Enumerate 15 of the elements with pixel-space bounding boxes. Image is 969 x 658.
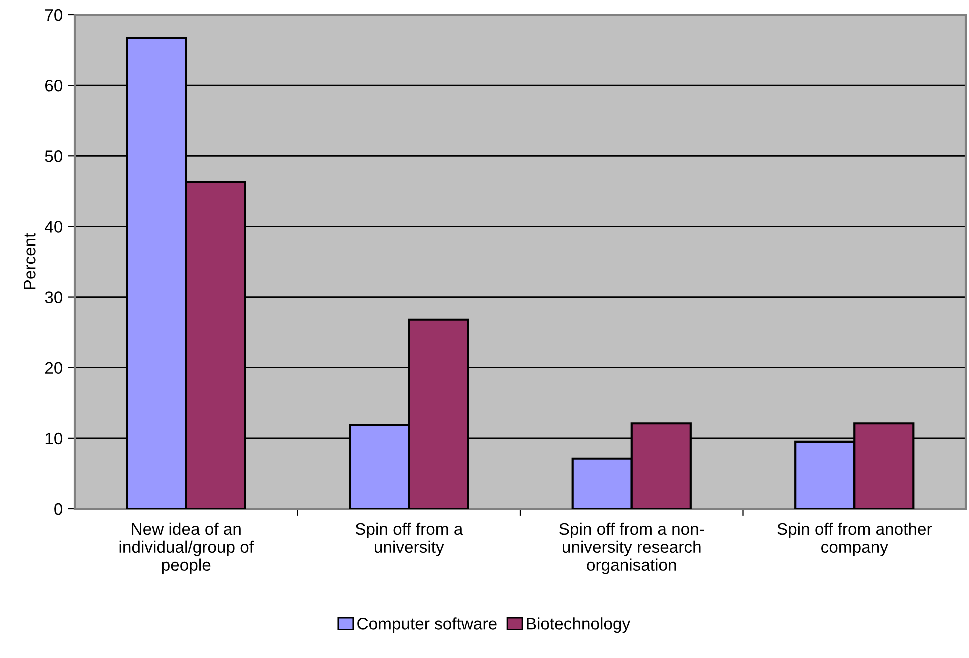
legend-label: Biotechnology (527, 618, 631, 634)
y-tick-label: 50 (45, 150, 63, 162)
x-tick-label: New idea of an individual/group of people (120, 522, 254, 574)
y-tick-label: 0 (54, 503, 63, 516)
y-tick-label: 70 (46, 9, 63, 22)
y-tick-label: 20 (45, 362, 63, 374)
legend-label: Computer software (358, 618, 497, 634)
y-tick-label: 10 (46, 432, 63, 445)
x-tick-label: Spin off from a university (356, 522, 464, 556)
y-tick-label: 30 (45, 292, 63, 304)
x-tick-label: Spin off from another company (778, 522, 932, 556)
x-tick-label: Spin off from a non- university research organisation (560, 522, 704, 574)
y-tick-label: 40 (45, 221, 63, 233)
y-axis-title: Percent (24, 233, 36, 290)
y-tick-label: 60 (46, 80, 63, 92)
